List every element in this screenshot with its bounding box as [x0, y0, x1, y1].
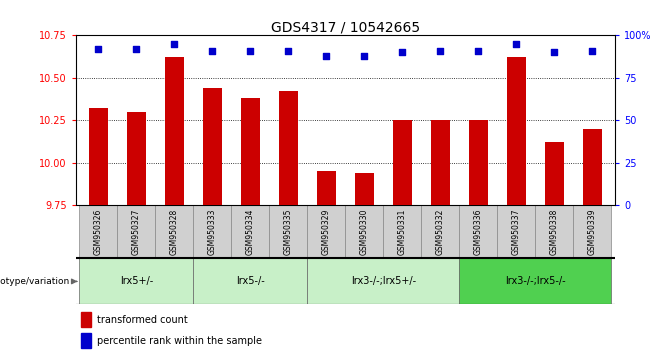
Point — [283, 48, 293, 53]
Point — [397, 50, 408, 55]
Text: GSM950326: GSM950326 — [94, 209, 103, 255]
Point — [207, 48, 218, 53]
Bar — [193, 258, 307, 304]
Bar — [232, 205, 270, 258]
Text: transformed count: transformed count — [97, 315, 188, 325]
Bar — [393, 120, 412, 205]
Bar — [345, 205, 384, 258]
Bar — [384, 205, 421, 258]
Text: GSM950336: GSM950336 — [474, 209, 483, 255]
Bar — [241, 98, 260, 205]
Bar — [81, 333, 91, 348]
Bar — [583, 129, 602, 205]
Bar — [536, 205, 573, 258]
Bar — [507, 57, 526, 205]
Bar — [270, 205, 307, 258]
Text: GSM950339: GSM950339 — [588, 209, 597, 255]
Bar — [89, 108, 108, 205]
Bar — [118, 205, 155, 258]
Bar — [279, 91, 298, 205]
Point — [359, 53, 370, 59]
Bar — [203, 88, 222, 205]
Point — [169, 41, 180, 47]
Bar — [307, 205, 345, 258]
Bar — [497, 205, 536, 258]
Text: GSM950330: GSM950330 — [360, 209, 369, 255]
Bar — [165, 57, 184, 205]
Bar — [80, 205, 118, 258]
Text: GSM950328: GSM950328 — [170, 209, 179, 255]
Point — [435, 48, 445, 53]
Bar — [355, 173, 374, 205]
Text: GSM950334: GSM950334 — [246, 209, 255, 255]
Text: GSM950335: GSM950335 — [284, 209, 293, 255]
Text: GSM950332: GSM950332 — [436, 209, 445, 255]
Point — [321, 53, 332, 59]
Bar — [127, 112, 146, 205]
Bar — [469, 120, 488, 205]
Text: GSM950331: GSM950331 — [398, 209, 407, 255]
Text: GSM950327: GSM950327 — [132, 209, 141, 255]
Bar — [193, 205, 232, 258]
Bar — [155, 205, 193, 258]
Bar — [80, 258, 193, 304]
Point — [473, 48, 484, 53]
Bar — [81, 312, 91, 327]
Point — [245, 48, 256, 53]
Bar — [307, 258, 459, 304]
Text: lrx3-/-;lrx5-/-: lrx3-/-;lrx5-/- — [505, 276, 566, 286]
Text: GSM950329: GSM950329 — [322, 209, 331, 255]
Title: GDS4317 / 10542665: GDS4317 / 10542665 — [271, 20, 420, 34]
Point — [93, 46, 104, 52]
Text: genotype/variation: genotype/variation — [0, 277, 70, 286]
Text: GSM950333: GSM950333 — [208, 209, 217, 255]
Text: GSM950337: GSM950337 — [512, 209, 521, 255]
Point — [587, 48, 597, 53]
Bar — [317, 171, 336, 205]
Text: percentile rank within the sample: percentile rank within the sample — [97, 336, 263, 346]
Bar — [459, 258, 611, 304]
Bar — [545, 142, 564, 205]
Text: lrx3-/-;lrx5+/-: lrx3-/-;lrx5+/- — [351, 276, 416, 286]
Point — [549, 50, 560, 55]
Text: lrx5-/-: lrx5-/- — [236, 276, 265, 286]
Text: lrx5+/-: lrx5+/- — [120, 276, 153, 286]
Point — [131, 46, 141, 52]
Bar — [431, 120, 450, 205]
Bar — [421, 205, 459, 258]
Bar — [459, 205, 497, 258]
Bar — [573, 205, 611, 258]
Point — [511, 41, 522, 47]
Text: GSM950338: GSM950338 — [550, 209, 559, 255]
